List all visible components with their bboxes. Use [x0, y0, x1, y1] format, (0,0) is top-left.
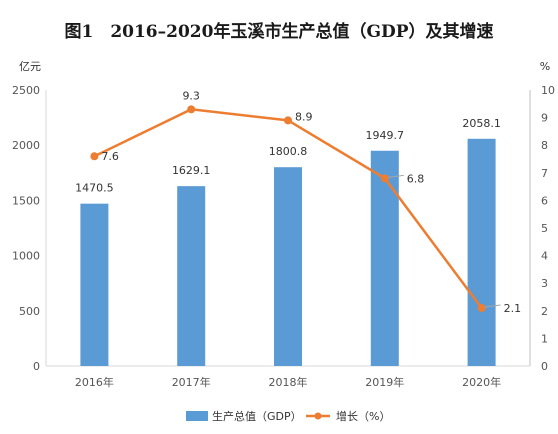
y-right-tick-label: 2: [541, 305, 548, 318]
growth-label-leader: [387, 174, 404, 178]
left-axis-unit: 亿元: [19, 60, 41, 73]
growth-data-label: 9.3: [182, 89, 200, 102]
gdp-data-label: 1470.5: [75, 182, 114, 195]
growth-point: [284, 116, 292, 125]
growth-point: [477, 304, 486, 313]
y-right-tick-label: 6: [541, 194, 548, 207]
y-right-tick-label: 10: [541, 84, 555, 97]
y-right-tick-label: 4: [541, 250, 548, 263]
growth-data-label: 7.6: [101, 150, 119, 163]
gdp-bar: [467, 138, 496, 366]
bar-labels: 1470.5 1629.1 1800.8 1949.7 2058.1: [75, 117, 501, 195]
growth-data-label: 2.1: [504, 302, 521, 315]
y-left-tick-label: 0: [33, 360, 40, 373]
axes: 0 500 1000 1500 2000 2500 0 1 2 3 4 5 6 7 8 9 10 2016年 201…: [12, 84, 555, 389]
legend: 生产总值（GDP） 增长（%）: [186, 409, 390, 423]
gdp-bar: [274, 167, 302, 366]
gdp-data-label: 1949.7: [366, 129, 405, 142]
y-right-tick-label: 9: [541, 112, 548, 125]
x-tick-label: 2020年: [462, 375, 501, 389]
gdp-data-label: 1800.8: [269, 145, 308, 158]
legend-label-growth: 增长（%）: [336, 409, 390, 423]
growth-point: [187, 105, 196, 114]
y-right-tick-label: 3: [541, 277, 548, 290]
y-left-tick-label: 2000: [12, 139, 40, 152]
legend-marker-growth: [314, 412, 322, 420]
gdp-bar: [370, 150, 399, 366]
legend-label-gdp: 生产总值（GDP）: [212, 409, 302, 423]
growth-point: [380, 174, 389, 183]
y-right-tick-label: 1: [541, 332, 548, 345]
x-tick-label: 2019年: [365, 375, 404, 389]
legend-swatch-gdp: [186, 411, 208, 421]
y-right-tick-label: 0: [541, 360, 548, 373]
y-left-tick-label: 500: [19, 305, 40, 318]
chart-title: 图1 2016–2020年玉溪市生产总值（GDP）及其增速: [64, 21, 493, 42]
right-axis-unit: %: [540, 60, 550, 73]
x-tick-label: 2016年: [75, 375, 114, 389]
gdp-data-label: 2058.1: [462, 117, 501, 130]
y-left-tick-label: 2500: [12, 84, 40, 97]
y-right-tick-label: 5: [541, 222, 548, 235]
gdp-bar: [80, 203, 109, 366]
y-right-tick-label: 7: [541, 167, 548, 180]
x-tick-label: 2018年: [269, 375, 308, 389]
growth-label-leader: [484, 304, 501, 308]
bars: [80, 138, 496, 366]
y-left-tick-label: 1500: [12, 194, 40, 207]
growth-line-layer: 7.6 9.3 8.9 6.8 2.1: [90, 89, 521, 315]
x-tick-label: 2017年: [172, 375, 211, 389]
y-left-tick-label: 1000: [12, 250, 40, 263]
growth-data-label: 8.9: [295, 110, 313, 123]
growth-point: [90, 152, 99, 161]
gdp-data-label: 1629.1: [172, 164, 211, 177]
growth-data-label: 6.8: [407, 172, 425, 185]
y-right-tick-label: 8: [541, 139, 548, 152]
gdp-bar: [177, 186, 206, 366]
